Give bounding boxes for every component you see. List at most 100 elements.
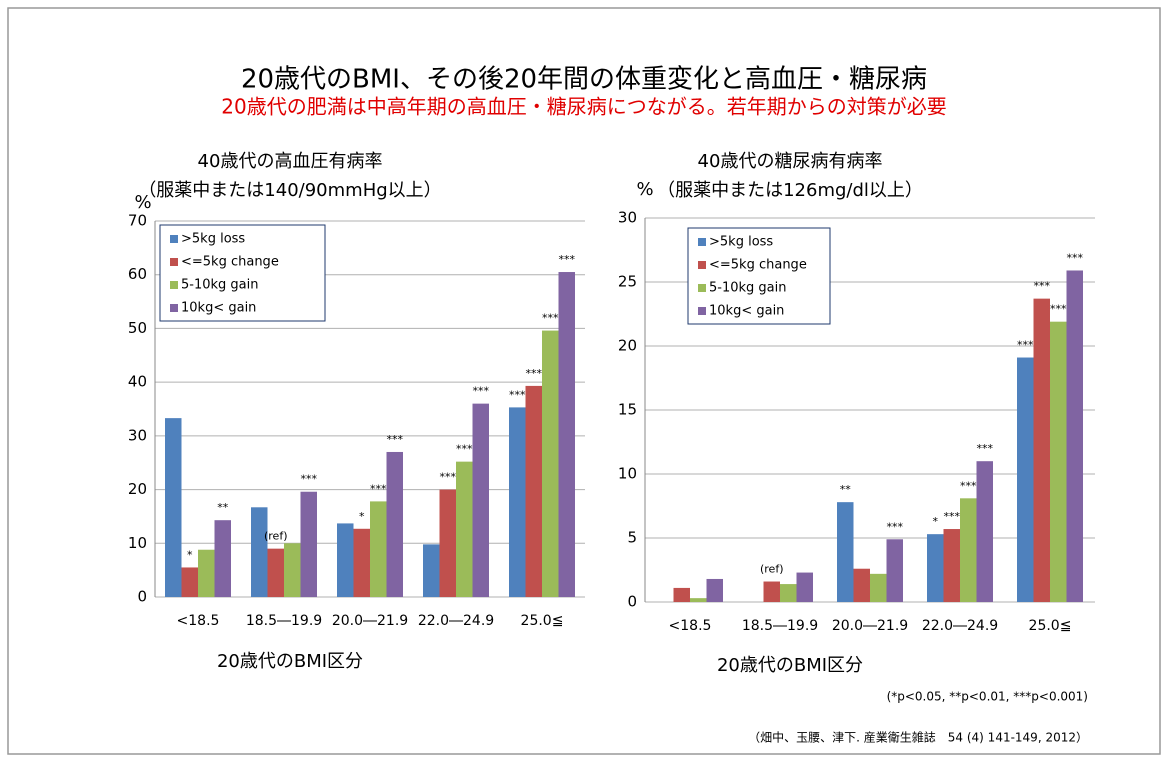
significance-label: *** [977,442,994,455]
x-tick-label: 25.0≦ [1029,618,1072,634]
bar [706,578,723,602]
bar [284,543,301,597]
bar [853,568,870,602]
bar [1050,321,1067,602]
slide-title: 20歳代のBMI、その後20年間の体重変化と高血圧・糖尿病 [241,65,927,95]
legend-label: >5kg loss [181,232,245,247]
y-tick-label: 0 [137,588,147,606]
bar [439,489,456,597]
bar [181,567,198,597]
legend-label: <=5kg change [181,255,279,270]
y-tick-label: 15 [618,401,637,419]
legend-label: 10kg< gain [181,301,256,316]
bar [1066,270,1083,602]
bar [1033,298,1050,602]
chart-title: 40歳代の高血圧有病率 [198,151,383,172]
bar [472,403,489,597]
significance-label: *** [301,473,318,486]
bar [267,548,284,597]
bar [943,529,960,602]
bar [927,534,944,602]
bar [509,407,526,597]
y-tick-label: 50 [128,319,147,337]
significance-label: *** [1050,303,1067,316]
bar [960,498,977,602]
x-tick-label: <18.5 [669,618,712,634]
x-tick-label: 20.0―21.9 [832,618,908,634]
x-tick-label: 18.5―19.9 [246,613,322,629]
legend-swatch [698,238,706,246]
bar [456,461,473,597]
bar [837,502,854,602]
x-tick-label: 18.5―19.9 [742,618,818,634]
significance-label: *** [440,471,457,484]
significance-label: *** [370,482,387,495]
legend-swatch [698,261,706,269]
y-tick-label: 10 [618,465,637,483]
chart-subtitle: （服薬中または126mg/dl以上） [657,180,923,201]
y-tick-label: 0 [627,593,637,611]
bar [198,549,215,597]
legend-swatch [698,284,706,292]
bar [886,539,903,602]
legend-swatch [698,307,706,315]
legend-label: 5-10kg gain [181,278,259,293]
significance-label: *** [509,388,526,401]
bar [976,461,993,602]
bar [542,330,559,597]
bar [353,528,370,597]
x-tick-label: 22.0―24.9 [922,618,998,634]
x-tick-label: 22.0―24.9 [418,613,494,629]
significance-label: ** [840,483,852,496]
bar [690,598,707,602]
y-tick-label: 25 [618,273,637,291]
bar [525,385,542,597]
significance-label: *** [960,479,977,492]
significance-label: (ref) [760,563,784,576]
legend-swatch [170,281,178,289]
legend-label: <=5kg change [709,258,807,273]
significance-label: *** [1067,251,1084,264]
y-tick-label: 20 [618,337,637,355]
legend-swatch [170,304,178,312]
bar [796,572,813,602]
significance-label: ** [217,501,229,514]
bar [300,491,317,597]
slide-frame [7,7,1161,755]
x-axis-label: 20歳代のBMI区分 [217,651,363,672]
y-tick-label: 5 [627,529,637,547]
x-tick-label: 20.0―21.9 [332,613,408,629]
significance-label: (ref) [264,530,288,543]
legend-label: >5kg loss [709,235,773,250]
bar [870,573,887,602]
y-tick-label: 10 [128,534,147,552]
y-tick-label: 30 [128,426,147,444]
significance-label: *** [526,367,543,380]
significance-label: *** [887,520,904,533]
y-tick-label: 30 [618,209,637,227]
significance-label: *** [542,312,559,325]
y-tick-label: 20 [128,480,147,498]
significance-label: *** [559,253,576,266]
source-note: （畑中、玉腰、津下. 産業衛生雑誌 54 (4) 141-149, 2012） [748,730,1088,745]
y-tick-label: 70 [128,212,147,230]
legend-label: 5-10kg gain [709,281,787,296]
slide-subtitle: 20歳代の肥満は中高年期の高血圧・糖尿病につながる。若年期からの対策が必要 [221,95,946,119]
y-tick-label: 60 [128,265,147,283]
chart-subtitle: （服薬中または140/90mmHg以上） [138,180,441,201]
legend-swatch [170,235,178,243]
legend-box [159,224,326,322]
significance-label: *** [1034,280,1051,293]
significance-label: *** [944,510,961,523]
bar [214,520,231,597]
bar [337,523,354,597]
chart-title: 40歳代の糖尿病有病率 [698,151,883,172]
significance-label: * [187,548,193,561]
significance-label: * [359,510,365,523]
legend-label: 10kg< gain [709,304,784,319]
x-tick-label: 25.0≦ [521,613,564,629]
bar [251,507,268,597]
significance-label: *** [456,443,473,456]
y-tick-label: 40 [128,373,147,391]
